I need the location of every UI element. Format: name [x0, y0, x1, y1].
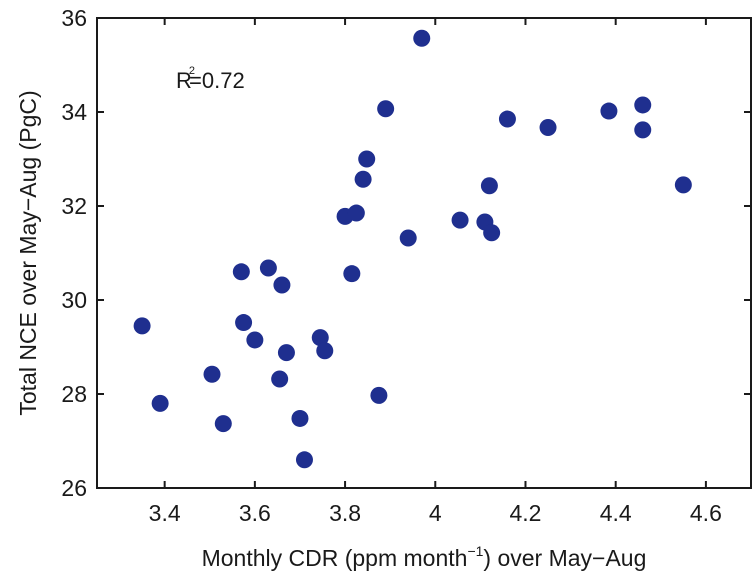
data-point: [259, 259, 277, 277]
x-tick-label: 4.2: [509, 500, 541, 526]
data-point: [413, 29, 431, 47]
data-point: [277, 344, 295, 362]
y-axis-label: Total NCE over May−Aug (PgC): [15, 90, 41, 415]
x-tick-label: 4.6: [690, 500, 722, 526]
data-point: [295, 451, 313, 469]
r-squared-base: R: [176, 68, 192, 93]
data-point: [451, 211, 469, 229]
data-point: [235, 314, 253, 332]
x-tick-label: 4.4: [600, 500, 632, 526]
data-points: [133, 29, 692, 469]
data-point: [203, 365, 221, 383]
r-squared-value: =0.72: [189, 68, 245, 93]
data-point: [347, 204, 365, 222]
r-squared-annotation: R2=0.72: [176, 65, 245, 93]
data-point: [358, 150, 376, 168]
data-point: [498, 110, 516, 128]
y-tick-label: 30: [61, 287, 87, 313]
y-tick-label: 28: [61, 381, 87, 407]
data-point: [634, 96, 652, 114]
r-squared-sup: 2: [189, 65, 195, 77]
x-axis-label: Monthly CDR (ppm month−1) over May−Aug: [202, 543, 647, 571]
data-point: [399, 229, 417, 247]
data-point: [316, 342, 334, 360]
data-point: [480, 177, 498, 195]
y-tick-label: 32: [61, 193, 87, 219]
data-point: [343, 265, 361, 283]
data-point: [600, 102, 618, 120]
data-point: [483, 224, 501, 242]
axis-ticks: [97, 17, 751, 489]
data-point: [246, 331, 264, 349]
y-tick-label: 36: [61, 5, 87, 31]
data-point: [634, 121, 652, 139]
x-tick-labels: 3.4 3.6 3.8 4 4.2 4.4 4.6: [149, 500, 722, 526]
y-tick-label: 26: [61, 475, 87, 501]
x-tick-label: 3.4: [149, 500, 181, 526]
data-point: [151, 394, 169, 412]
data-point: [271, 370, 289, 388]
y-tick-labels: 26 28 30 32 34 36: [61, 5, 87, 501]
y-tick-label: 34: [61, 99, 87, 125]
data-point: [370, 386, 388, 404]
data-point: [232, 263, 250, 281]
data-point: [354, 170, 372, 188]
x-tick-label: 3.6: [239, 500, 271, 526]
data-point: [377, 100, 395, 118]
data-point: [273, 276, 291, 294]
data-point: [539, 119, 557, 137]
x-tick-label: 4: [429, 500, 442, 526]
data-point: [214, 415, 232, 433]
plot-frame: [96, 17, 752, 489]
x-axis-label-tail: ) over May−Aug: [483, 545, 646, 571]
x-axis-label-main: Monthly CDR (ppm month: [202, 545, 468, 571]
data-point: [311, 329, 329, 347]
data-point: [133, 317, 151, 335]
data-point: [674, 176, 692, 194]
x-tick-label: 3.8: [329, 500, 361, 526]
x-axis-label-sup: −1: [467, 543, 483, 559]
data-point: [291, 409, 309, 427]
